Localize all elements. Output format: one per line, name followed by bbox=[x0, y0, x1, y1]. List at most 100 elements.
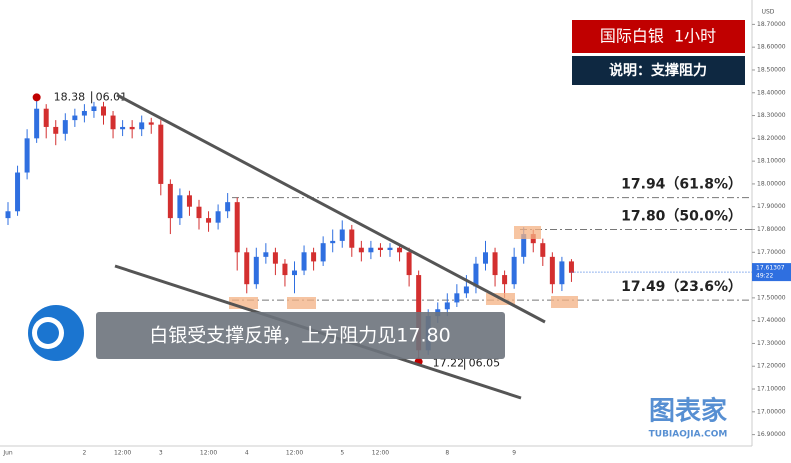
x-tick-label: 4 bbox=[245, 450, 249, 457]
x-tick-label: 12:00 bbox=[200, 450, 217, 457]
candle-body bbox=[120, 126, 126, 130]
candle-body bbox=[559, 261, 565, 285]
y-tick-label: 17.10000 bbox=[757, 386, 786, 393]
candle-body bbox=[139, 122, 145, 130]
candle-body bbox=[330, 240, 336, 244]
candle-body bbox=[62, 120, 68, 134]
candle-body bbox=[24, 138, 30, 173]
candle-body bbox=[320, 243, 326, 262]
countdown: 49:22 bbox=[756, 273, 773, 280]
peak-dot bbox=[32, 93, 41, 102]
peak-date: 06.01 bbox=[96, 90, 128, 103]
candle-body bbox=[196, 206, 202, 219]
candle-body bbox=[549, 256, 555, 285]
candle-body bbox=[540, 243, 546, 257]
candle-body bbox=[186, 195, 192, 207]
y-tick-label: 17.90000 bbox=[757, 203, 786, 210]
y-tick-label: 18.40000 bbox=[757, 89, 786, 96]
y-tick-label: 18.70000 bbox=[757, 21, 786, 28]
y-tick-label: 16.90000 bbox=[757, 431, 786, 438]
candle-body bbox=[473, 263, 479, 287]
candle-body bbox=[148, 122, 154, 125]
candle-body bbox=[511, 256, 517, 285]
candle-body bbox=[81, 110, 87, 116]
y-tick-label: 17.20000 bbox=[757, 363, 786, 370]
candle-body bbox=[234, 202, 240, 253]
x-tick-label: Jun bbox=[2, 450, 13, 457]
y-tick-label: 17.70000 bbox=[757, 249, 786, 256]
level-label: 17.80（50.0%） bbox=[621, 209, 742, 225]
candle-body bbox=[129, 126, 135, 130]
current-price-tag bbox=[752, 263, 791, 282]
candle-body bbox=[43, 108, 49, 127]
candle-body bbox=[521, 234, 527, 257]
candle-body bbox=[253, 256, 259, 285]
x-tick-label: 9 bbox=[512, 450, 516, 457]
x-tick-label: 12:00 bbox=[114, 450, 131, 457]
title-box bbox=[572, 20, 745, 53]
y-tick-label: 18.10000 bbox=[757, 158, 786, 165]
candle-body bbox=[206, 218, 212, 223]
candle-body bbox=[282, 263, 288, 276]
candle-body bbox=[387, 247, 393, 251]
avatar-icon bbox=[28, 305, 84, 361]
candle-body bbox=[358, 247, 364, 253]
x-tick-label: 12:00 bbox=[372, 450, 389, 457]
y-tick-label: 17.40000 bbox=[757, 317, 786, 324]
candle-body bbox=[225, 202, 231, 212]
level-label: 17.94（61.8%） bbox=[621, 177, 742, 193]
watermark: 图表家 bbox=[649, 396, 727, 427]
candle-body bbox=[263, 252, 269, 257]
candle-body bbox=[492, 252, 498, 276]
candle-body bbox=[91, 106, 97, 111]
candle-body bbox=[568, 261, 574, 273]
x-tick-label: 5 bbox=[340, 450, 344, 457]
candle-body bbox=[244, 252, 250, 285]
subtitle: 说明：支撑阻力 bbox=[609, 62, 707, 79]
candle-body bbox=[444, 302, 450, 310]
y-tick-label: 17.30000 bbox=[757, 340, 786, 347]
peak-price: 18.38 bbox=[54, 90, 86, 103]
watermark-url: TUBIAOJIA.COM bbox=[649, 430, 728, 440]
candle-body bbox=[215, 211, 221, 223]
y-tick-label: 18.50000 bbox=[757, 66, 786, 73]
candle-body bbox=[368, 247, 374, 253]
candle-body bbox=[177, 195, 183, 219]
candle-body bbox=[483, 252, 488, 264]
trough-date: 06.05 bbox=[469, 357, 501, 370]
candle-body bbox=[377, 247, 383, 251]
candle-body bbox=[158, 124, 164, 184]
support-box bbox=[551, 296, 578, 308]
candle-body bbox=[463, 286, 469, 294]
candle-body bbox=[5, 211, 11, 219]
candle-body bbox=[15, 172, 21, 212]
candle-body bbox=[53, 126, 59, 134]
x-tick-label: 12:00 bbox=[286, 450, 303, 457]
current-price: 17.61307 bbox=[756, 265, 785, 272]
candle-body bbox=[301, 252, 307, 271]
trough-price: 17.22 bbox=[433, 357, 465, 370]
annotation: 白银受支撑反弹，上方阻力见17.80 bbox=[149, 325, 450, 347]
candle-body bbox=[110, 115, 116, 130]
y-tick-label: 18.20000 bbox=[757, 135, 786, 142]
candle-body bbox=[397, 247, 403, 253]
candle-body bbox=[272, 252, 278, 264]
resistance-box bbox=[514, 226, 541, 239]
level-label: 17.49（23.6%） bbox=[621, 279, 742, 295]
candle-body bbox=[339, 229, 345, 241]
trend-line-upper bbox=[116, 93, 546, 324]
y-tick-label: 18.00000 bbox=[757, 180, 786, 187]
y-tick-label: 17.80000 bbox=[757, 226, 786, 233]
candle-body bbox=[101, 106, 106, 116]
candle-body bbox=[406, 252, 412, 276]
candle-body bbox=[34, 108, 40, 139]
y-tick-label: 18.30000 bbox=[757, 112, 786, 119]
candle-body bbox=[167, 183, 173, 219]
support-box bbox=[287, 297, 316, 309]
x-tick-label: 3 bbox=[159, 450, 163, 457]
annotation-banner bbox=[96, 312, 505, 359]
y-tick-label: 17.50000 bbox=[757, 294, 786, 301]
candle-body bbox=[502, 275, 508, 285]
